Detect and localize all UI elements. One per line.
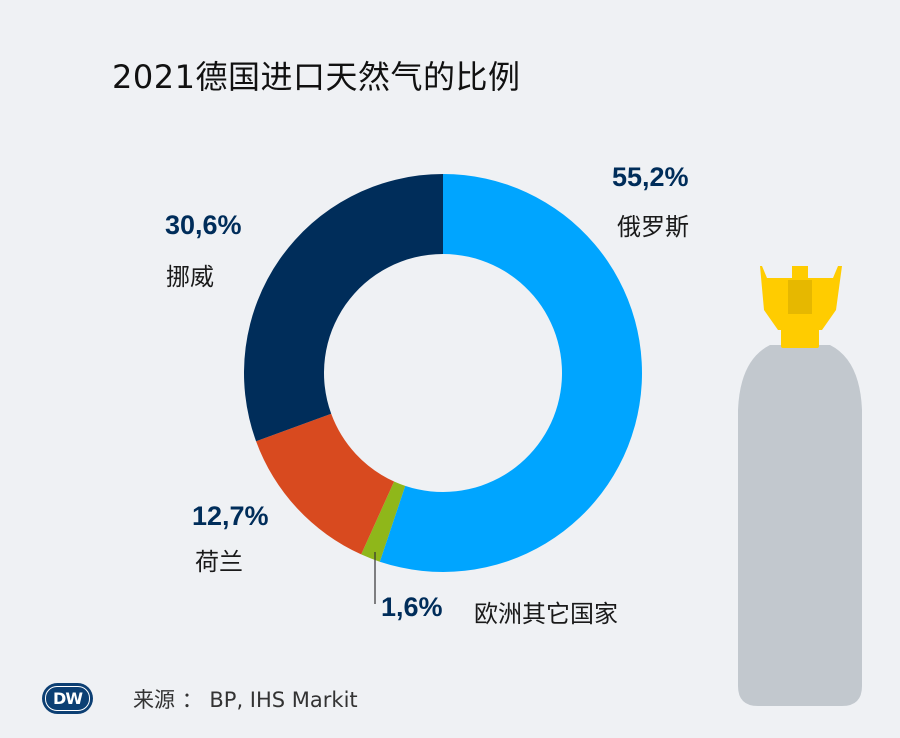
chart-title: 2021德国进口天然气的比例 — [112, 58, 521, 96]
slice-label-netherlands: 荷兰 — [195, 548, 243, 576]
slice-value-norway: 30,6% — [165, 210, 242, 240]
source-note: 来源 ： BP, IHS Markit — [133, 684, 358, 714]
source-text: BP, IHS Markit — [209, 688, 358, 712]
dw-logo: DW — [42, 683, 93, 714]
slice-value-netherlands: 12,7% — [192, 501, 269, 531]
slice-label-other-europe: 欧洲其它国家 — [474, 600, 618, 628]
slice-netherlands — [256, 413, 395, 555]
slice-other-europe — [361, 481, 406, 562]
slice-russia — [379, 174, 642, 572]
slice-norway — [244, 173, 443, 442]
donut-slices — [244, 173, 642, 572]
gas-cylinder-icon — [738, 266, 862, 706]
slice-label-norway: 挪威 — [166, 263, 214, 291]
source-separator: ： — [181, 688, 203, 712]
slice-label-russia: 俄罗斯 — [617, 213, 689, 241]
slice-value-other-europe: 1,6% — [381, 592, 443, 622]
source-label: 来源 — [133, 688, 175, 712]
slice-value-russia: 55,2% — [612, 162, 689, 192]
